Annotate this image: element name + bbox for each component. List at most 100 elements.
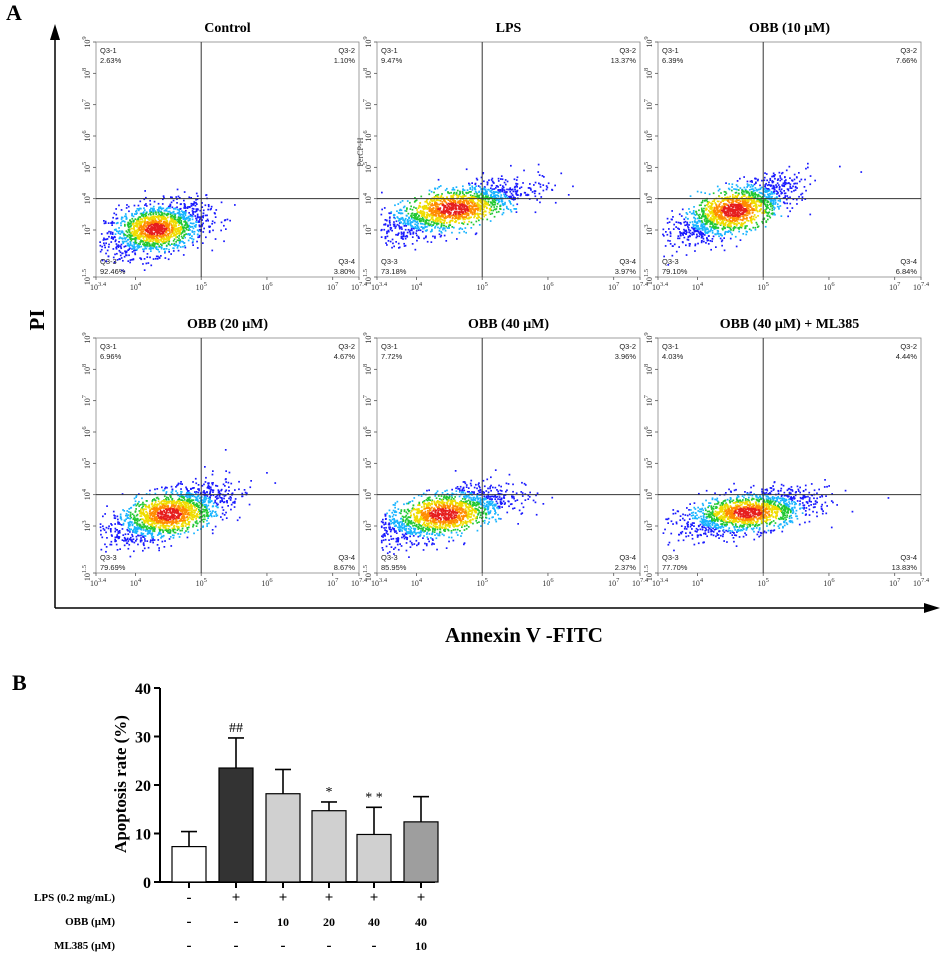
event-dot — [776, 179, 779, 181]
event-dot — [450, 201, 452, 203]
event-dot — [455, 216, 457, 219]
event-dot — [786, 188, 789, 190]
event-dot — [780, 178, 783, 181]
event-dot — [698, 204, 701, 207]
event-dot — [153, 208, 155, 210]
event-dot — [694, 214, 697, 216]
event-dot — [747, 201, 749, 204]
event-dot — [419, 210, 422, 212]
event-dot — [440, 230, 442, 233]
event-dot — [383, 207, 386, 209]
event-dot — [729, 195, 731, 198]
event-dot — [136, 232, 139, 235]
event-dot — [184, 203, 186, 206]
event-dot — [715, 219, 718, 222]
event-dot — [772, 186, 775, 188]
event-dot — [120, 243, 123, 246]
event-dot — [127, 540, 130, 542]
event-dot — [393, 216, 395, 219]
event-dot — [755, 193, 757, 196]
event-dot — [516, 186, 518, 188]
event-dot — [155, 213, 158, 215]
event-dot — [754, 226, 757, 229]
event-dot — [446, 207, 448, 210]
x-tick-label: 103.4 — [652, 281, 669, 292]
event-dot — [156, 225, 158, 228]
event-dot — [801, 196, 804, 198]
event-dot — [763, 199, 766, 202]
y-tick-label: 101.5 — [362, 269, 373, 285]
event-dot — [451, 231, 453, 234]
event-dot — [424, 200, 427, 203]
event-dot — [461, 212, 464, 214]
event-dot — [498, 200, 501, 203]
event-dot — [419, 212, 422, 214]
event-dot — [137, 220, 140, 222]
event-dot — [437, 217, 440, 219]
event-dot — [723, 249, 726, 252]
event-dot — [491, 202, 494, 204]
panel-a-x-label: Annexin V -FITC — [445, 623, 603, 647]
event-dot — [161, 241, 164, 243]
event-dot — [196, 240, 198, 243]
event-dot — [169, 203, 172, 206]
event-dot — [144, 233, 147, 236]
event-dot — [706, 204, 708, 206]
event-dot — [454, 201, 456, 204]
flow-panel-title: LPS — [496, 21, 522, 36]
event-dot — [151, 219, 154, 222]
event-dot — [490, 197, 493, 199]
event-dot — [478, 191, 480, 194]
event-dot — [173, 227, 175, 229]
event-dot — [791, 207, 794, 209]
event-dot — [702, 226, 704, 229]
event-dot — [410, 227, 413, 230]
event-dot — [176, 247, 179, 249]
event-dot — [776, 196, 778, 199]
event-dot — [502, 186, 505, 189]
event-dot — [694, 227, 696, 230]
event-dot — [139, 229, 142, 232]
event-dot — [429, 201, 431, 204]
event-dot — [763, 176, 766, 179]
event-dot — [442, 212, 445, 214]
event-dot — [474, 188, 477, 191]
event-dot — [705, 209, 707, 211]
event-dot — [470, 227, 473, 229]
event-dot — [775, 184, 777, 186]
event-dot — [188, 196, 191, 199]
event-dot — [420, 195, 423, 198]
event-dot — [172, 215, 175, 218]
event-dot — [414, 248, 417, 251]
event-dot — [768, 211, 770, 214]
event-dot — [410, 217, 413, 220]
event-dot — [143, 211, 145, 213]
event-dot — [427, 223, 430, 226]
event-dot — [719, 237, 722, 240]
event-dot — [663, 255, 665, 258]
event-dot — [241, 492, 244, 495]
event-dot — [484, 193, 487, 196]
event-dot — [763, 190, 766, 193]
event-dot — [765, 191, 767, 193]
event-dot — [666, 217, 669, 220]
event-dot — [135, 213, 138, 215]
event-dot — [127, 205, 130, 208]
event-dot — [230, 482, 233, 485]
event-dot — [689, 232, 692, 235]
event-dot — [470, 199, 473, 202]
event-dot — [201, 484, 204, 487]
event-dot — [424, 229, 427, 232]
event-dot — [476, 195, 479, 197]
event-dot — [684, 224, 686, 227]
event-dot — [713, 206, 716, 209]
event-dot — [500, 178, 502, 180]
event-dot — [138, 208, 140, 210]
event-dot — [462, 211, 465, 213]
event-dot — [478, 206, 481, 208]
event-dot — [714, 210, 717, 213]
event-dot — [407, 223, 410, 225]
event-dot — [723, 219, 726, 222]
panel-a-x-arrow-icon — [924, 603, 940, 613]
event-dot — [160, 230, 162, 233]
